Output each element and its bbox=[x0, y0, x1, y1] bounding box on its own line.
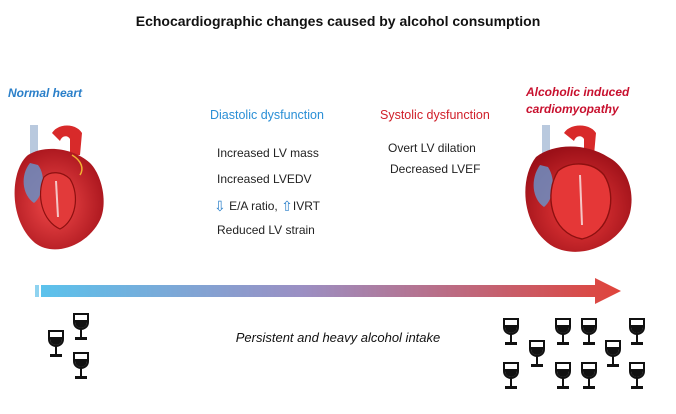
arrow-down-icon: ⇩ bbox=[214, 198, 226, 214]
wine-glass-icon bbox=[581, 318, 597, 345]
diastolic-heading: Diastolic dysfunction bbox=[210, 108, 324, 122]
progression-arrow bbox=[35, 278, 621, 304]
wine-glass-icon bbox=[503, 362, 519, 389]
ea-ratio-text: E/A ratio, bbox=[229, 199, 278, 213]
wine-glass-icon bbox=[529, 340, 545, 367]
wine-glass-icon bbox=[555, 362, 571, 389]
alcoholic-label-line2: cardiomyopathy bbox=[526, 102, 619, 116]
wine-glass-icon bbox=[629, 362, 645, 389]
systolic-item: Decreased LVEF bbox=[390, 162, 481, 176]
diastolic-item: Increased LV mass bbox=[217, 146, 319, 160]
normal-heart-label: Normal heart bbox=[8, 86, 83, 100]
systolic-item: Overt LV dilation bbox=[388, 141, 476, 155]
wine-glass-icon bbox=[555, 318, 571, 345]
normal-heart-icon bbox=[14, 125, 104, 250]
figure-title: Echocardiographic changes caused by alco… bbox=[135, 13, 541, 29]
alcoholic-label-line1: Alcoholic induced bbox=[526, 85, 630, 99]
wine-glass-icon bbox=[605, 340, 621, 367]
ivrt-text: IVRT bbox=[292, 199, 320, 213]
wine-glass-icon bbox=[581, 362, 597, 389]
diastolic-item-ea-ivrt: ⇩ E/A ratio, ⇧IVRT bbox=[214, 197, 320, 214]
diastolic-item: Reduced LV strain bbox=[217, 223, 315, 237]
dilated-heart-icon bbox=[525, 125, 632, 252]
wine-glass-icon bbox=[73, 313, 89, 340]
wine-glass-icon bbox=[48, 330, 64, 357]
diastolic-item: Increased LVEDV bbox=[217, 172, 312, 186]
systolic-heading: Systolic dysfunction bbox=[380, 108, 490, 122]
arrow-up-icon: ⇧ bbox=[281, 198, 293, 214]
caption: Persistent and heavy alcohol intake bbox=[235, 330, 441, 345]
wine-glass-icon bbox=[503, 318, 519, 345]
wine-glass-icon bbox=[629, 318, 645, 345]
wine-glass-icon bbox=[73, 352, 89, 379]
alcoholic-cardiomyopathy-label: Alcoholic induced cardiomyopathy bbox=[526, 84, 629, 118]
